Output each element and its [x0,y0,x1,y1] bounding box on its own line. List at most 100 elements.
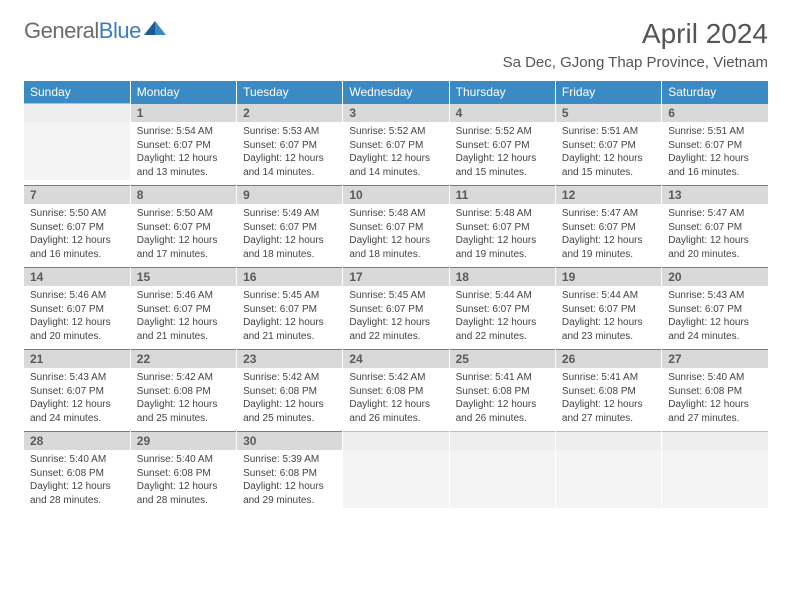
sunrise-line: Sunrise: 5:43 AM [668,289,762,303]
sunset-line: Sunset: 6:07 PM [137,303,230,317]
sunset-line: Sunset: 6:07 PM [243,221,336,235]
sunset-line: Sunset: 6:07 PM [456,221,549,235]
day-header: Sunday [24,81,130,103]
calendar-cell: 12Sunrise: 5:47 AMSunset: 6:07 PMDayligh… [555,185,661,267]
cell-body: Sunrise: 5:41 AMSunset: 6:08 PMDaylight:… [450,368,555,431]
calendar-cell: 5Sunrise: 5:51 AMSunset: 6:07 PMDaylight… [555,103,661,185]
calendar-cell: 27Sunrise: 5:40 AMSunset: 6:08 PMDayligh… [662,349,768,431]
cell-body: Sunrise: 5:43 AMSunset: 6:07 PMDaylight:… [662,286,768,349]
daylight-line: Daylight: 12 hours and 15 minutes. [456,152,549,179]
daylight-line: Daylight: 12 hours and 14 minutes. [243,152,336,179]
sunset-line: Sunset: 6:08 PM [456,385,549,399]
sunrise-line: Sunrise: 5:53 AM [243,125,336,139]
day-number: 23 [237,349,342,368]
daylight-line: Daylight: 12 hours and 27 minutes. [562,398,655,425]
sunrise-line: Sunrise: 5:51 AM [668,125,762,139]
daylight-line: Daylight: 12 hours and 28 minutes. [137,480,230,507]
cell-body: Sunrise: 5:51 AMSunset: 6:07 PMDaylight:… [662,122,768,185]
cell-body: Sunrise: 5:44 AMSunset: 6:07 PMDaylight:… [450,286,555,349]
sunrise-line: Sunrise: 5:40 AM [137,453,230,467]
day-number: 25 [450,349,555,368]
cell-body: Sunrise: 5:47 AMSunset: 6:07 PMDaylight:… [662,204,768,267]
sunset-line: Sunset: 6:08 PM [562,385,655,399]
month-title: April 2024 [503,18,768,50]
sunset-line: Sunset: 6:07 PM [456,139,549,153]
day-number: 10 [343,185,448,204]
day-number: 3 [343,103,448,122]
sunset-line: Sunset: 6:07 PM [349,303,442,317]
day-number: 30 [237,431,342,450]
sunset-line: Sunset: 6:08 PM [137,385,230,399]
day-number: 21 [24,349,130,368]
brand-part1: General [24,18,99,44]
calendar-cell: 3Sunrise: 5:52 AMSunset: 6:07 PMDaylight… [343,103,449,185]
sunrise-line: Sunrise: 5:39 AM [243,453,336,467]
day-number: 28 [24,431,130,450]
calendar-cell: 16Sunrise: 5:45 AMSunset: 6:07 PMDayligh… [237,267,343,349]
sunrise-line: Sunrise: 5:44 AM [562,289,655,303]
day-header: Tuesday [237,81,343,103]
sunset-line: Sunset: 6:07 PM [456,303,549,317]
daylight-line: Daylight: 12 hours and 14 minutes. [349,152,442,179]
calendar-cell: 30Sunrise: 5:39 AMSunset: 6:08 PMDayligh… [237,431,343,513]
daylight-line: Daylight: 12 hours and 15 minutes. [562,152,655,179]
day-number [450,431,555,450]
cell-body: Sunrise: 5:42 AMSunset: 6:08 PMDaylight:… [343,368,448,431]
calendar-body: 1Sunrise: 5:54 AMSunset: 6:07 PMDaylight… [24,103,768,513]
day-number: 16 [237,267,342,286]
day-number: 19 [556,267,661,286]
cell-body: Sunrise: 5:40 AMSunset: 6:08 PMDaylight:… [662,368,768,431]
calendar-cell: 17Sunrise: 5:45 AMSunset: 6:07 PMDayligh… [343,267,449,349]
sunrise-line: Sunrise: 5:42 AM [137,371,230,385]
daylight-line: Daylight: 12 hours and 25 minutes. [243,398,336,425]
calendar-cell: 26Sunrise: 5:41 AMSunset: 6:08 PMDayligh… [555,349,661,431]
cell-body: Sunrise: 5:48 AMSunset: 6:07 PMDaylight:… [450,204,555,267]
logo-mark-icon [144,15,166,41]
calendar-cell [24,103,130,185]
cell-body: Sunrise: 5:47 AMSunset: 6:07 PMDaylight:… [556,204,661,267]
day-header: Wednesday [343,81,449,103]
sunrise-line: Sunrise: 5:46 AM [137,289,230,303]
cell-body: Sunrise: 5:50 AMSunset: 6:07 PMDaylight:… [131,204,236,267]
daylight-line: Daylight: 12 hours and 27 minutes. [668,398,762,425]
daylight-line: Daylight: 12 hours and 17 minutes. [137,234,230,261]
sunrise-line: Sunrise: 5:50 AM [30,207,124,221]
sunrise-line: Sunrise: 5:48 AM [349,207,442,221]
day-number: 4 [450,103,555,122]
daylight-line: Daylight: 12 hours and 28 minutes. [30,480,124,507]
day-number: 12 [556,185,661,204]
calendar-cell [662,431,768,513]
sunset-line: Sunset: 6:08 PM [137,467,230,481]
daylight-line: Daylight: 12 hours and 16 minutes. [30,234,124,261]
calendar-cell: 8Sunrise: 5:50 AMSunset: 6:07 PMDaylight… [130,185,236,267]
daylight-line: Daylight: 12 hours and 21 minutes. [243,316,336,343]
sunset-line: Sunset: 6:07 PM [243,139,336,153]
sunset-line: Sunset: 6:07 PM [243,303,336,317]
cell-body: Sunrise: 5:48 AMSunset: 6:07 PMDaylight:… [343,204,448,267]
cell-body: Sunrise: 5:50 AMSunset: 6:07 PMDaylight:… [24,204,130,267]
calendar-week-row: 1Sunrise: 5:54 AMSunset: 6:07 PMDaylight… [24,103,768,185]
cell-body: Sunrise: 5:42 AMSunset: 6:08 PMDaylight:… [131,368,236,431]
day-number: 8 [131,185,236,204]
sunset-line: Sunset: 6:07 PM [562,139,655,153]
calendar-table: SundayMondayTuesdayWednesdayThursdayFrid… [24,81,768,513]
calendar-cell: 22Sunrise: 5:42 AMSunset: 6:08 PMDayligh… [130,349,236,431]
calendar-cell: 6Sunrise: 5:51 AMSunset: 6:07 PMDaylight… [662,103,768,185]
sunrise-line: Sunrise: 5:47 AM [668,207,762,221]
calendar-cell: 1Sunrise: 5:54 AMSunset: 6:07 PMDaylight… [130,103,236,185]
calendar-cell: 4Sunrise: 5:52 AMSunset: 6:07 PMDaylight… [449,103,555,185]
sunrise-line: Sunrise: 5:54 AM [137,125,230,139]
day-header-row: SundayMondayTuesdayWednesdayThursdayFrid… [24,81,768,103]
sunrise-line: Sunrise: 5:42 AM [243,371,336,385]
day-number: 15 [131,267,236,286]
day-number: 26 [556,349,661,368]
daylight-line: Daylight: 12 hours and 19 minutes. [456,234,549,261]
calendar-cell: 7Sunrise: 5:50 AMSunset: 6:07 PMDaylight… [24,185,130,267]
calendar-cell: 23Sunrise: 5:42 AMSunset: 6:08 PMDayligh… [237,349,343,431]
calendar-cell: 9Sunrise: 5:49 AMSunset: 6:07 PMDaylight… [237,185,343,267]
sunrise-line: Sunrise: 5:51 AM [562,125,655,139]
sunrise-line: Sunrise: 5:47 AM [562,207,655,221]
cell-body: Sunrise: 5:46 AMSunset: 6:07 PMDaylight:… [131,286,236,349]
cell-body: Sunrise: 5:52 AMSunset: 6:07 PMDaylight:… [343,122,448,185]
cell-body: Sunrise: 5:43 AMSunset: 6:07 PMDaylight:… [24,368,130,431]
